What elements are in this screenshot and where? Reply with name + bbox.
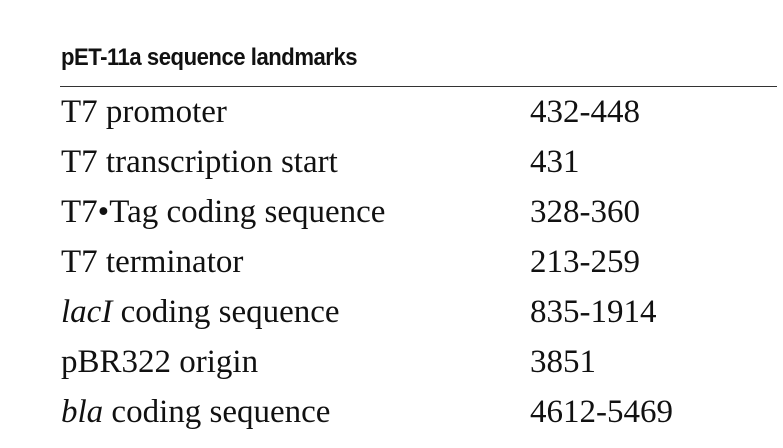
row-name: T7 promoter <box>61 92 227 132</box>
name-part: T7 promoter <box>61 94 227 130</box>
name-part: bla <box>61 394 104 430</box>
table-title: pET-11a sequence landmarks <box>61 44 358 71</box>
row-name: T7 transcription start <box>61 142 338 182</box>
row-range: 4612-5469 <box>530 394 673 430</box>
name-part: coding sequence <box>103 394 331 430</box>
row-name: bla coding sequence <box>61 392 330 432</box>
row-name: T7•Tag coding sequence <box>61 192 385 232</box>
title-rule <box>60 86 777 87</box>
row-name: lacI coding sequence <box>61 292 340 332</box>
name-part: T7 transcription start <box>61 144 338 180</box>
name-part: coding sequence <box>112 294 340 330</box>
row-range: 432-448 <box>530 94 640 130</box>
row-range: 328-360 <box>530 194 640 230</box>
name-part: T7 terminator <box>61 244 244 280</box>
row-name: T7 terminator <box>61 242 243 282</box>
row-range: 3851 <box>530 344 596 380</box>
name-part: pBR322 origin <box>61 344 259 380</box>
row-range: 835-1914 <box>530 294 657 330</box>
name-part: lacI <box>61 294 113 330</box>
row-range: 213-259 <box>530 244 640 280</box>
name-part: T7•Tag coding sequence <box>61 194 386 230</box>
row-range: 431 <box>530 144 580 180</box>
row-name: pBR322 origin <box>61 342 258 382</box>
